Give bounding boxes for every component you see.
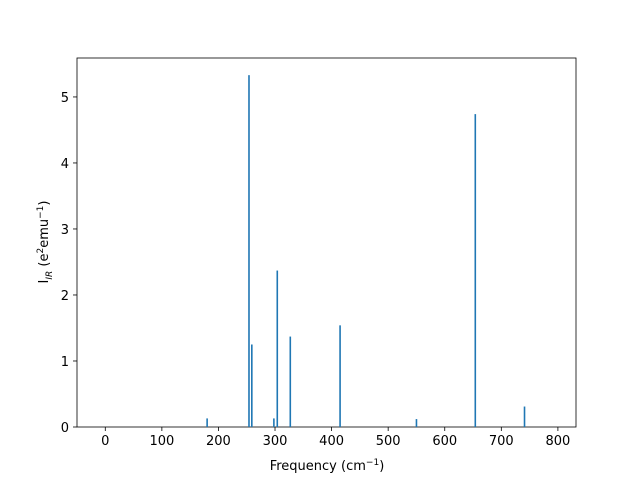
y-label-sup: −1 (36, 206, 46, 219)
y-tick-label: 1 (61, 355, 69, 370)
bar (415, 419, 418, 427)
x-tick-label: 300 (263, 434, 288, 449)
y-label-part: ) (37, 201, 52, 206)
x-tick-label: 100 (149, 434, 174, 449)
y-tick-label: 4 (61, 157, 69, 172)
bar (474, 114, 477, 427)
y-tick-label: 3 (61, 223, 69, 238)
x-label-part: ) (379, 459, 384, 474)
x-tick-label: 800 (545, 434, 570, 449)
x-tick-label: 500 (376, 434, 401, 449)
y-label-sup: 2 (36, 248, 46, 254)
y-label-sub: IR (45, 271, 55, 280)
bar (523, 406, 526, 427)
x-tick-label: 600 (432, 434, 457, 449)
y-tick-label: 0 (61, 421, 69, 436)
x-axis-label: Frequency (cm−1) (270, 458, 385, 474)
bar (276, 270, 279, 427)
y-label-part: (e (37, 254, 52, 271)
plot-frame (76, 57, 577, 428)
x-tick-label: 0 (101, 434, 109, 449)
x-tick-label: 200 (206, 434, 231, 449)
x-label-part: Frequency (cm (270, 459, 366, 474)
bar (289, 336, 292, 427)
bar (206, 418, 208, 427)
y-tick-label: 5 (61, 91, 69, 106)
bar (251, 344, 253, 427)
x-label-sup: −1 (366, 458, 379, 468)
bar (339, 325, 341, 427)
x-tick-label: 400 (319, 434, 344, 449)
y-axis-label: IIR (e2emu−1) (36, 201, 55, 284)
bar (248, 75, 250, 428)
bar (273, 418, 275, 427)
y-label-part: I (37, 280, 52, 284)
y-tick-label: 2 (61, 289, 69, 304)
y-label-part: emu (37, 219, 52, 248)
x-tick-label: 700 (489, 434, 514, 449)
